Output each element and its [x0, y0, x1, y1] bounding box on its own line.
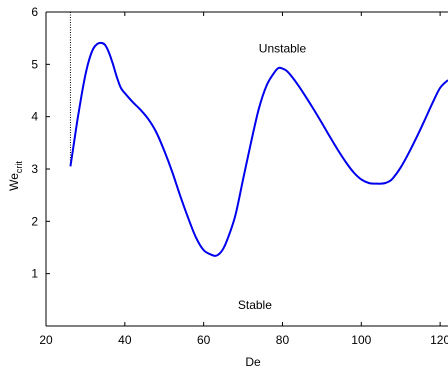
- y-tick-label: 5: [31, 57, 38, 71]
- x-tick-label: 80: [276, 333, 290, 347]
- x-ticks: 20 40 60 80 100 120: [39, 12, 448, 347]
- annotation-unstable: Unstable: [259, 42, 307, 56]
- y-tick-label: 4: [31, 110, 38, 124]
- x-axis-label: De: [245, 355, 261, 369]
- y-axis-label-main: We: [7, 173, 21, 191]
- y-axis-label: Wecrit: [7, 161, 24, 191]
- axes: [45, 11, 448, 327]
- x-tick-label: 60: [197, 333, 211, 347]
- y-tick-label: 6: [31, 5, 38, 19]
- series-layer: [69, 41, 448, 257]
- y-tick-label: 2: [31, 214, 38, 228]
- x-tick-label: 40: [118, 333, 132, 347]
- x-tick-label: 120: [430, 333, 448, 347]
- x-tick-label: 20: [39, 333, 53, 347]
- series-line-0: [69, 41, 448, 257]
- y-tick-label: 1: [31, 267, 38, 281]
- y-axis-label-subscript: crit: [14, 161, 24, 173]
- y-ticks: 1 2 3 4 5 6: [31, 5, 50, 327]
- annotations: Unstable Stable: [238, 42, 307, 312]
- y-tick-label: 3: [31, 162, 38, 176]
- x-tick-label: 100: [351, 333, 371, 347]
- annotation-stable: Stable: [238, 298, 272, 312]
